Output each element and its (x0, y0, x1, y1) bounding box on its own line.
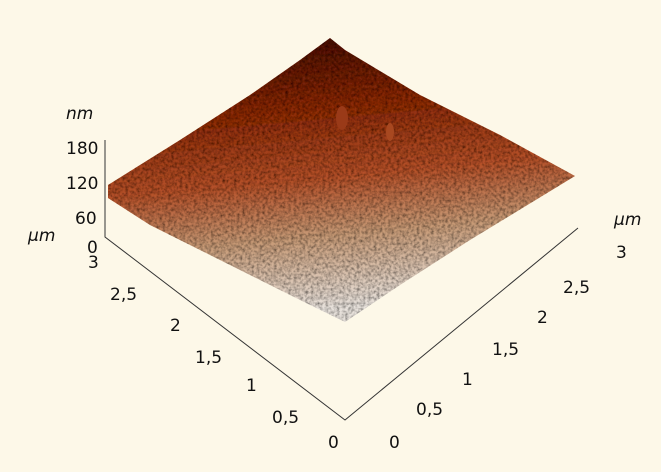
surface-peak (386, 123, 394, 141)
x-tick-label: 0,5 (272, 408, 299, 428)
y-tick-label: 2 (537, 308, 548, 328)
x-tick-label: 2 (170, 316, 181, 336)
x-tick-label: 1 (246, 376, 257, 396)
z-unit: nm (66, 104, 93, 124)
y-tick-label: 3 (616, 243, 627, 263)
y-tick-label: 2,5 (563, 278, 590, 298)
x-unit: µm (27, 226, 55, 246)
x-tick-label: 0 (328, 433, 339, 453)
surface-peak (336, 106, 348, 130)
y-unit: µm (613, 210, 641, 230)
z-tick-label: 180 (66, 139, 98, 159)
x-tick-label: 3 (88, 253, 99, 273)
x-tick-label: 1,5 (195, 348, 222, 368)
x-tick-label: 2,5 (110, 285, 137, 305)
y-tick-label: 1 (462, 370, 473, 390)
afm-surface-plot: nm 180 120 60 0 µm 3 2,5 2 1,5 1 0,5 0 0… (0, 0, 661, 472)
y-tick-label: 0,5 (416, 400, 443, 420)
y-tick-label: 1,5 (492, 340, 519, 360)
z-tick-label: 120 (66, 174, 98, 194)
z-tick-label: 60 (75, 209, 97, 229)
y-tick-label: 0 (389, 433, 400, 453)
